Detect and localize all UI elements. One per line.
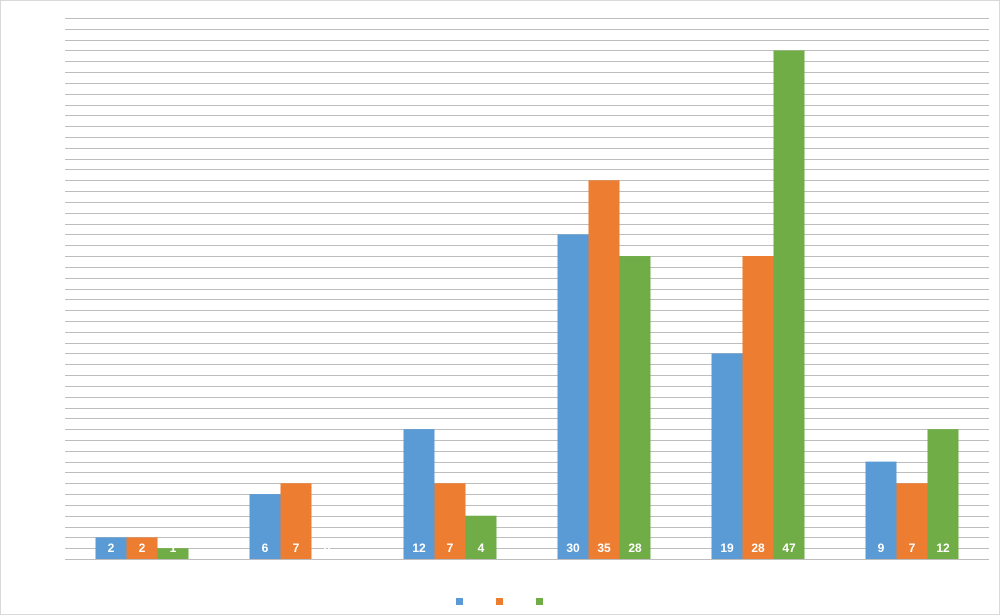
bar bbox=[927, 429, 959, 559]
data-label: 12 bbox=[936, 541, 950, 555]
data-label: 2 bbox=[108, 541, 115, 555]
bar bbox=[896, 483, 928, 559]
bar bbox=[865, 461, 897, 559]
data-label: 35 bbox=[597, 541, 611, 555]
data-label: 4 bbox=[478, 541, 485, 555]
bar bbox=[157, 548, 189, 559]
data-label: 2 bbox=[139, 541, 146, 555]
legend-marker bbox=[536, 598, 543, 605]
bar bbox=[557, 234, 589, 559]
bar bbox=[249, 494, 281, 559]
data-label: 1 bbox=[170, 541, 177, 555]
bar bbox=[403, 429, 435, 559]
data-label: 30 bbox=[566, 541, 580, 555]
bar bbox=[619, 256, 651, 559]
data-label: 7 bbox=[447, 541, 454, 555]
data-label: 9 bbox=[878, 541, 885, 555]
bar bbox=[434, 483, 466, 559]
data-label: 7 bbox=[293, 541, 300, 555]
bar bbox=[126, 537, 158, 559]
bar bbox=[588, 180, 620, 560]
data-label: 19 bbox=[720, 541, 734, 555]
bar bbox=[711, 353, 743, 559]
bar bbox=[280, 483, 312, 559]
data-label: 47 bbox=[782, 541, 796, 555]
bar bbox=[465, 515, 497, 559]
data-label: 6 bbox=[262, 541, 269, 555]
data-label: 28 bbox=[628, 541, 642, 555]
data-label: 28 bbox=[751, 541, 765, 555]
data-label: 12 bbox=[412, 541, 426, 555]
bar bbox=[95, 537, 127, 559]
data-label: 0 bbox=[324, 541, 331, 555]
bar bbox=[742, 256, 774, 559]
bar bbox=[773, 50, 805, 560]
legend-marker bbox=[496, 598, 503, 605]
legend-marker bbox=[456, 598, 463, 605]
data-label: 7 bbox=[909, 541, 916, 555]
